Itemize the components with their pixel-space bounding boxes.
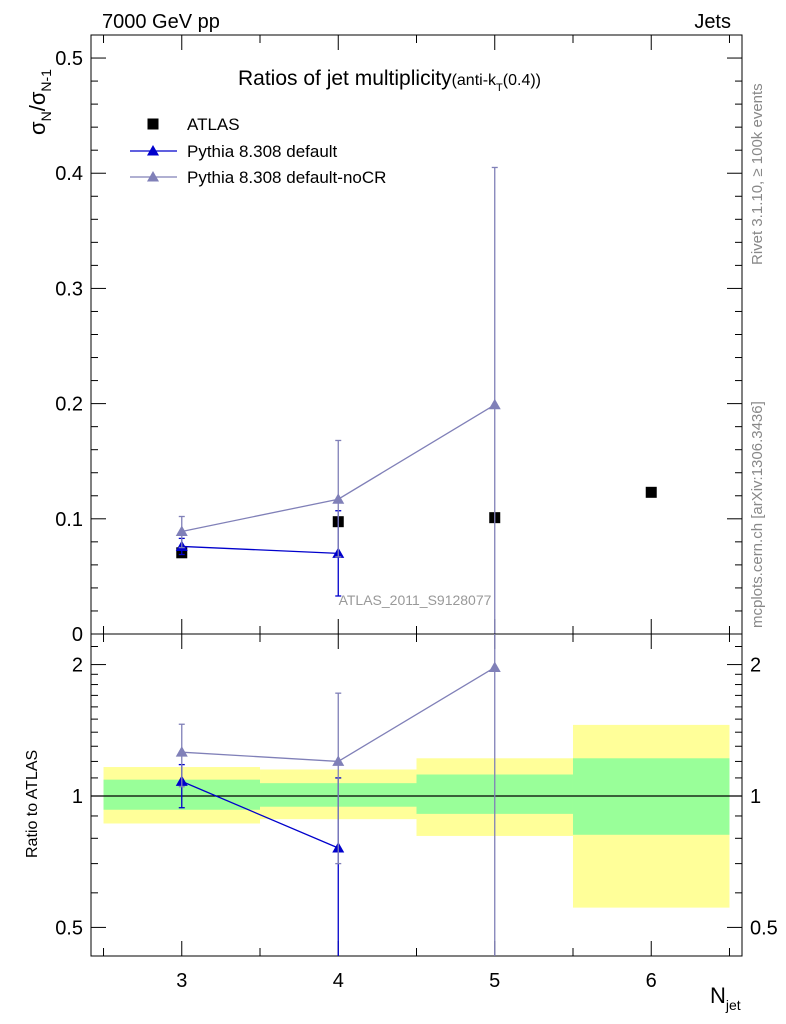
- ratio-data-point: [488, 661, 501, 672]
- x-tick-label: 5: [489, 970, 500, 992]
- x-axis-title: Njet: [710, 983, 741, 1013]
- data-point: [488, 398, 501, 410]
- y-axis-title-sigma: σ: [25, 121, 50, 135]
- ratio-data-point: [175, 746, 188, 757]
- chart-title-end: (0.4)): [503, 72, 541, 89]
- y-tick-label: 0.4: [55, 163, 83, 185]
- main-panel: 00.10.20.30.40.5σN/σN-1 Ratios of jet mul…: [25, 34, 743, 646]
- mcplots-label: mcplots.cern.ch [arXiv:1306.3436]: [749, 401, 766, 628]
- data-point: [332, 493, 345, 504]
- process-label: Jets: [694, 11, 731, 33]
- chart-title: Ratios of jet multiplicity(anti-kT(0.4)): [238, 67, 541, 94]
- y-axis-title-slash: /σ: [25, 91, 50, 111]
- chart-title-sub: T: [496, 82, 503, 94]
- chart-title-suffix: (anti-k: [452, 72, 497, 89]
- ratio-series-1: [175, 634, 501, 956]
- y-tick-label: 0.5: [55, 48, 83, 70]
- data-point: [175, 525, 188, 536]
- y-axis-title-sub: N-1: [38, 69, 54, 92]
- series-1: [175, 510, 345, 597]
- rivet-version-label: Rivet 3.1.10, ≥ 100k events: [749, 83, 766, 265]
- legend-marker: [147, 118, 159, 130]
- x-axis-title-sub: jet: [725, 997, 741, 1013]
- series-2: [175, 166, 501, 634]
- y-tick-label: 0.5: [55, 917, 83, 939]
- y-tick-label-right: 1: [750, 786, 761, 808]
- y-tick-label-right: 2: [750, 655, 761, 677]
- y-tick-label: 0: [72, 624, 83, 646]
- series-0: [176, 486, 657, 559]
- x-tick-label: 4: [333, 970, 344, 992]
- y-tick-label: 2: [72, 655, 83, 677]
- legend-label: ATLAS: [187, 115, 240, 134]
- legend-marker: [147, 145, 159, 156]
- x-tick-label: 3: [176, 970, 187, 992]
- x-axis-title-main: N: [710, 983, 726, 1008]
- y-tick-label: 0.1: [55, 509, 83, 531]
- legend-marker: [147, 171, 159, 182]
- legend-label: Pythia 8.308 default: [187, 142, 338, 161]
- energy-label: 7000 GeV pp: [102, 11, 220, 33]
- y-tick-label: 0.3: [55, 278, 83, 300]
- series-line: [181, 545, 339, 555]
- x-tick-label: 6: [646, 970, 657, 992]
- y-axis-title-sub: N: [38, 111, 54, 121]
- ratio-series-line: [181, 780, 339, 849]
- y-tick-label-right: 0.5: [750, 917, 778, 939]
- ratio-data-point: [332, 755, 345, 766]
- y-tick-label: 1: [72, 786, 83, 808]
- chart-title-text: Ratios of jet multiplicity: [238, 67, 452, 90]
- data-point: [645, 486, 657, 498]
- ratio-panel: 0.5 0.5 1 1 2 2 3 4 5 6 Ratio to ATLAS Njet: [24, 633, 778, 1013]
- legend-label: Pythia 8.308 default-noCR: [187, 168, 386, 187]
- legend: ATLAS Pythia 8.308 default Pythia 8.308 de…: [130, 115, 386, 187]
- y-axis-title: σN/σN-1: [25, 69, 54, 135]
- analysis-watermark: ATLAS_2011_S9128077: [339, 592, 492, 608]
- y-tick-label: 0.2: [55, 394, 83, 416]
- ratio-y-axis-title: Ratio to ATLAS: [24, 750, 41, 858]
